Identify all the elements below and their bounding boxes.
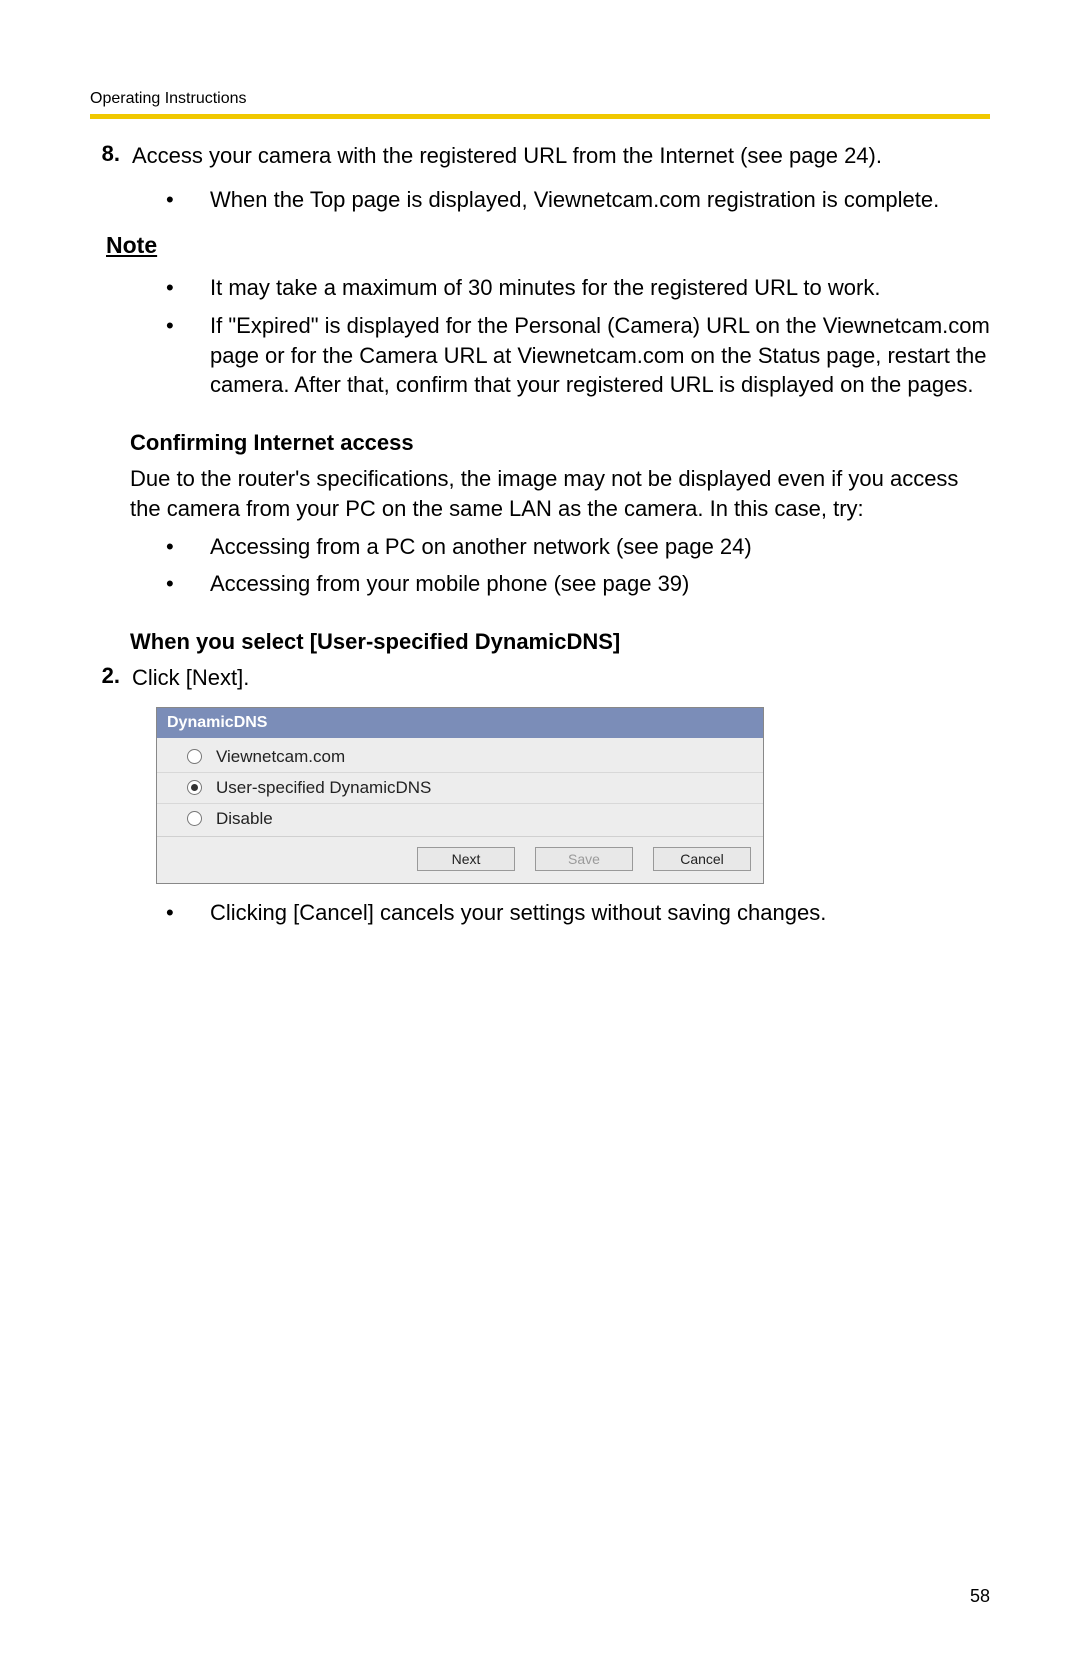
- radio-label: User-specified DynamicDNS: [216, 778, 431, 798]
- list-item: • Accessing from a PC on another network…: [162, 532, 990, 562]
- bullet-icon: •: [162, 569, 210, 599]
- radio-selected-icon: [191, 784, 198, 791]
- radio-label: Disable: [216, 809, 273, 829]
- confirming-bullets: • Accessing from a PC on another network…: [162, 532, 990, 599]
- bullet-text: Accessing from your mobile phone (see pa…: [210, 569, 990, 599]
- note-bullets: • It may take a maximum of 30 minutes fo…: [162, 273, 990, 400]
- bullet-text: When the Top page is displayed, Viewnetc…: [210, 185, 990, 215]
- bullet-icon: •: [162, 273, 210, 303]
- page-number: 58: [970, 1586, 990, 1607]
- list-item: • It may take a maximum of 30 minutes fo…: [162, 273, 990, 303]
- cancel-button[interactable]: Cancel: [653, 847, 751, 871]
- save-button[interactable]: Save: [535, 847, 633, 871]
- bullet-icon: •: [162, 311, 210, 400]
- dialog-body: Viewnetcam.com User-specified DynamicDNS…: [157, 738, 763, 836]
- when-select-heading: When you select [User-specified DynamicD…: [130, 629, 990, 655]
- radio-icon: [187, 749, 202, 764]
- list-item: • When the Top page is displayed, Viewne…: [162, 185, 990, 215]
- dialog-title: DynamicDNS: [157, 708, 763, 738]
- note-heading: Note: [106, 232, 990, 259]
- radio-option-user-specified[interactable]: User-specified DynamicDNS: [157, 773, 763, 804]
- bullet-text: If "Expired" is displayed for the Person…: [210, 311, 990, 400]
- radio-icon: [187, 811, 202, 826]
- next-button[interactable]: Next: [417, 847, 515, 871]
- header-rule: [90, 114, 990, 119]
- radio-icon: [187, 780, 202, 795]
- radio-option-viewnetcam[interactable]: Viewnetcam.com: [157, 742, 763, 773]
- dynamicdns-dialog: DynamicDNS Viewnetcam.com User-specified…: [156, 707, 764, 884]
- step-2-text: Click [Next].: [132, 663, 990, 693]
- bullet-icon: •: [162, 532, 210, 562]
- bullet-text: Accessing from a PC on another network (…: [210, 532, 990, 562]
- list-item: • Clicking [Cancel] cancels your setting…: [162, 898, 990, 928]
- radio-label: Viewnetcam.com: [216, 747, 345, 767]
- step-8: 8. Access your camera with the registere…: [90, 141, 990, 171]
- confirming-heading: Confirming Internet access: [130, 430, 990, 456]
- list-item: • If "Expired" is displayed for the Pers…: [162, 311, 990, 400]
- bullet-icon: •: [162, 898, 210, 928]
- step-2: 2. Click [Next].: [90, 663, 990, 693]
- confirming-body: Due to the router's specifications, the …: [130, 464, 990, 523]
- step-8-number: 8.: [90, 141, 132, 171]
- after-dialog-bullets: • Clicking [Cancel] cancels your setting…: [162, 898, 990, 928]
- step-8-bullets: • When the Top page is displayed, Viewne…: [162, 185, 990, 215]
- step-8-text: Access your camera with the registered U…: [132, 141, 990, 171]
- list-item: • Accessing from your mobile phone (see …: [162, 569, 990, 599]
- bullet-text: Clicking [Cancel] cancels your settings …: [210, 898, 990, 928]
- step-2-number: 2.: [90, 663, 132, 693]
- radio-option-disable[interactable]: Disable: [157, 804, 763, 834]
- page-header: Operating Instructions: [90, 90, 990, 108]
- bullet-text: It may take a maximum of 30 minutes for …: [210, 273, 990, 303]
- bullet-icon: •: [162, 185, 210, 215]
- dialog-button-row: Next Save Cancel: [157, 836, 763, 883]
